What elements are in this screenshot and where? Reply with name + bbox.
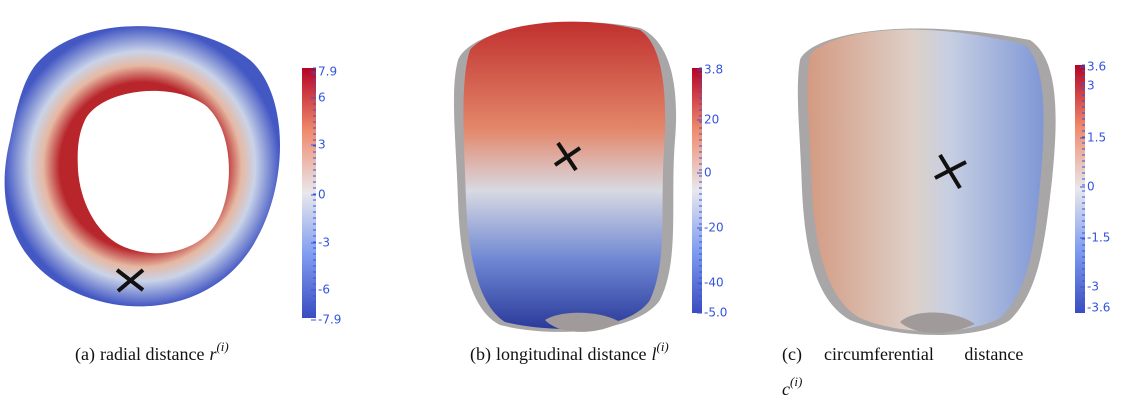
caption-symbol: c	[782, 379, 790, 399]
caption: (c) circumferential distance	[782, 344, 1023, 365]
colorbar	[1075, 65, 1085, 313]
caption-text: circumferential distance	[824, 344, 1023, 364]
colorbar-label: 0	[704, 166, 712, 180]
colorbar-label: 20	[704, 113, 719, 127]
caption: (b) longitudinal distance l(i)	[470, 339, 669, 365]
colorbar-label: -20	[704, 221, 724, 235]
caption-symbol: l	[651, 344, 656, 364]
colorbar-label: 3.6	[1087, 60, 1106, 74]
colorbar-label: 0	[318, 188, 326, 202]
caption-symbol: r	[209, 344, 217, 364]
colorbar-label: -7.9	[318, 313, 341, 327]
panel-c-image	[797, 28, 1056, 336]
colorbar-label: 3.8	[704, 63, 723, 77]
caption-superscript: (i)	[790, 374, 802, 389]
caption-label: (a)	[75, 344, 95, 365]
colorbar-label: 3	[318, 138, 326, 152]
colorbar-label: -3.6	[1087, 301, 1110, 315]
colorbar-label: -40	[704, 276, 724, 290]
panel-a-image	[4, 26, 281, 307]
caption-label: (c)	[782, 344, 802, 365]
caption: c(i)	[782, 374, 802, 399]
caption-text: longitudinal distance	[496, 344, 646, 364]
colorbar-label: 7.9	[318, 65, 337, 79]
colorbar-label: -5.0	[704, 306, 727, 320]
panel-b-image	[453, 21, 677, 332]
colorbar-label: 3	[1087, 79, 1095, 93]
colorbar-label: -3	[1087, 280, 1099, 294]
colorbar-label: -6	[318, 283, 330, 297]
caption-label: (b)	[470, 344, 491, 365]
colorbar-label: 0	[1087, 180, 1095, 194]
caption-superscript: (i)	[656, 339, 668, 354]
colorbar-label: 1.5	[1087, 131, 1106, 145]
colorbar	[302, 68, 316, 318]
captions: (a) radial distance r(i) (b) longitudinal di…	[75, 339, 1023, 399]
colorbar-label: 6	[318, 91, 326, 105]
caption: (a) radial distance r(i)	[75, 339, 229, 365]
caption-text: radial distance	[100, 344, 204, 364]
colorbar-label: -1.5	[1087, 231, 1110, 245]
caption-superscript: (i)	[216, 339, 228, 354]
colorbar-label: -3	[318, 236, 330, 250]
colorbar	[692, 68, 702, 313]
colorbars: 7.9 6 3 0 -3 -6 -7.9 3.8 20 0 -20 -40 -5.0 3.6 3 1.5 0 -1…	[302, 60, 1110, 327]
